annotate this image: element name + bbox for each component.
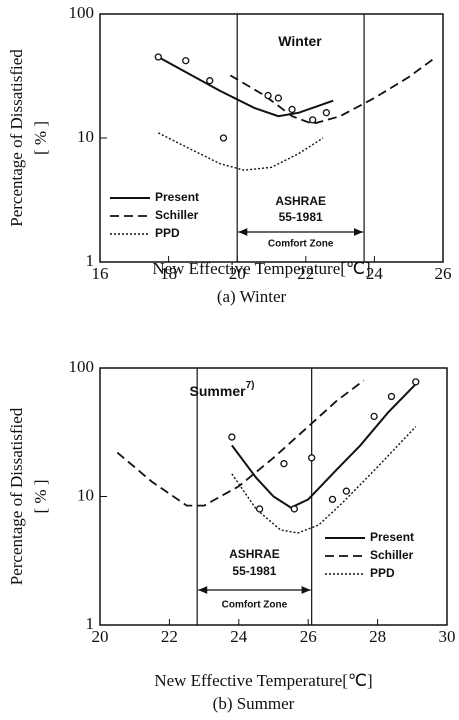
annotation: Summer7) [190,380,255,399]
x-tick-label: 22 [297,264,314,283]
legend-label: PPD [155,226,180,240]
zone-label: Comfort Zone [268,239,334,250]
x-tick-label: 16 [92,264,109,283]
data-point [182,57,190,65]
chart-title: (b) Summer [213,694,295,713]
zone-label: 55-1981 [232,564,276,578]
legend-label: Present [370,530,414,544]
plot-frame [99,13,444,263]
data-point [288,105,296,114]
series-line [231,383,417,509]
legend-label: Schiller [370,548,414,562]
series-line [157,132,324,171]
legend-label: PPD [370,566,395,580]
series-line [231,426,417,534]
series-line [116,379,365,507]
data-point [206,77,214,85]
data-point [228,433,236,441]
x-tick-label: 26 [300,627,317,646]
zone-label: Comfort Zone [222,600,288,611]
zone-label: 55-1981 [279,210,323,224]
zone-label: ASHRAE [229,547,280,561]
data-point [219,134,228,142]
data-point [322,109,331,117]
annotation-sup: 7) [246,380,255,391]
x-tick-label: 20 [229,264,246,283]
data-point [274,94,283,102]
annotation-text: Summer [190,383,247,399]
y-axis-unit: [ % ] [31,121,50,155]
y-tick-label: 100 [69,3,95,22]
y-axis-label: Percentage of Dissatisfied [7,49,26,227]
annotation-text: Winter [278,33,322,49]
x-tick-label: 18 [160,264,177,283]
x-tick-label: 20 [92,627,109,646]
y-tick-label: 100 [69,357,95,376]
chart-title: (a) Winter [217,287,287,306]
data-point [342,487,351,495]
data-point [255,505,264,513]
x-tick-label: 22 [161,627,178,646]
y-axis-unit: [ % ] [31,480,50,514]
data-point [370,412,378,421]
x-axis-label: New Effective Temperature[℃] [154,671,372,690]
legend-label: Schiller [155,208,199,222]
zone-label: ASHRAE [275,194,326,208]
x-axis-label: New Effective Temperature[℃] [152,259,370,278]
x-tick-label: 28 [369,627,386,646]
legend-label: Present [155,190,199,204]
x-tick-label: 24 [230,627,248,646]
x-tick-label: 30 [439,627,456,646]
data-point [309,116,317,124]
x-tick-label: 24 [366,264,384,283]
data-point [328,495,337,504]
data-point [154,53,162,61]
data-point [280,460,288,468]
data-point [308,454,316,462]
data-point [387,392,396,401]
series-line [157,56,334,118]
y-tick-label: 1 [86,614,95,633]
x-tick-label: 26 [435,264,452,283]
data-point [290,505,298,513]
y-tick-label: 1 [86,251,95,270]
y-tick-label: 10 [77,127,94,146]
data-point [412,378,420,386]
data-point [264,91,272,100]
y-tick-label: 10 [77,485,94,504]
y-axis-label: Percentage of Dissatisfied [7,407,26,585]
annotation: Winter [278,33,322,49]
series-line [229,56,437,125]
